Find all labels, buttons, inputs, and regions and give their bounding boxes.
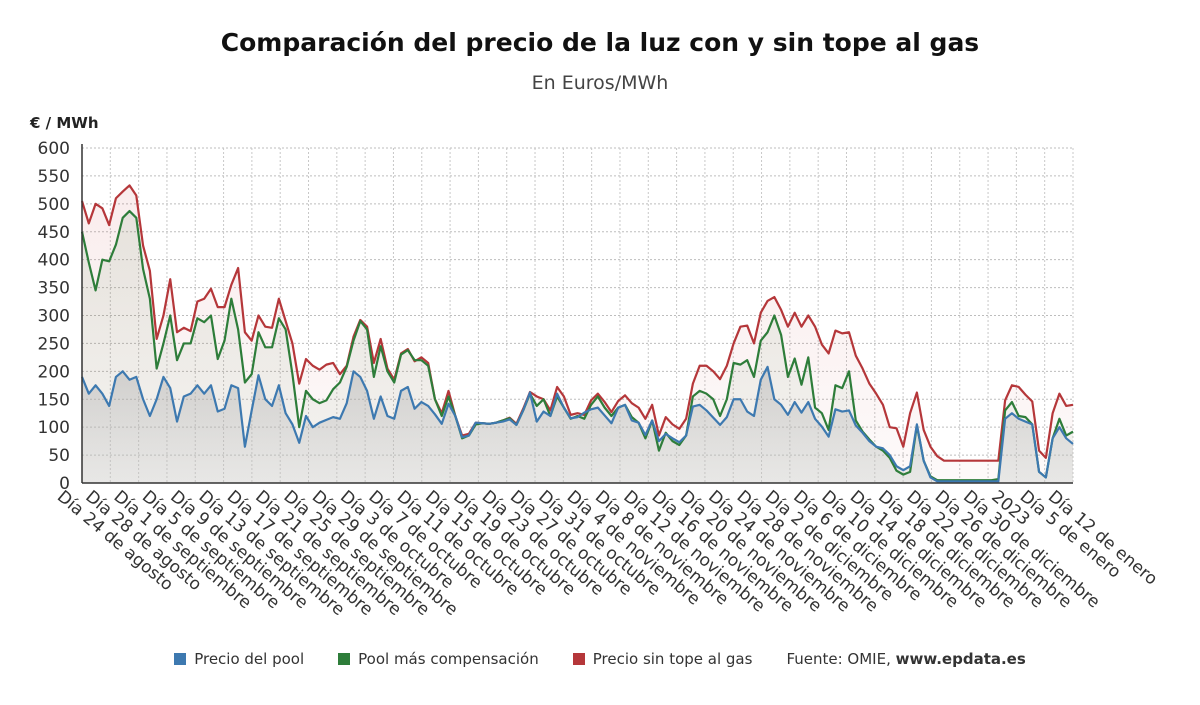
y-tick-labels: 0 50 100 150 200 250 300 350 400 450 500 550 600 xyxy=(38,139,70,494)
chart-subtitle: En Euros/MWh xyxy=(531,72,669,94)
y-tick-label: 600 xyxy=(38,139,70,159)
axes xyxy=(81,144,1073,484)
y-tick-label: 100 xyxy=(38,418,70,438)
y-tick-label: 400 xyxy=(38,251,70,271)
y-tick-label: 300 xyxy=(38,307,70,327)
legend-swatch-compensacion xyxy=(338,653,351,665)
y-tick-label: 200 xyxy=(38,362,70,382)
y-tick-label: 350 xyxy=(38,279,70,299)
legend-label-sin-tope: Precio sin tope al gas xyxy=(592,650,753,668)
y-axis-label: € / MWh xyxy=(29,114,99,132)
series-lines xyxy=(80,184,1074,483)
y-tick-label: 0 xyxy=(59,474,70,494)
series-areas xyxy=(82,185,1073,483)
y-tick-label: 500 xyxy=(38,195,70,215)
area-pool xyxy=(82,366,1073,483)
series-line-pool xyxy=(80,365,1074,483)
legend: Precio del pool Pool más compensación Pr… xyxy=(0,650,1200,668)
legend-label-pool: Precio del pool xyxy=(194,650,305,668)
y-tick-label: 250 xyxy=(38,334,70,354)
legend-item-pool[interactable]: Precio del pool xyxy=(174,650,304,668)
area-compensacion xyxy=(82,211,1073,483)
y-tick-label: 150 xyxy=(38,390,70,410)
y-tick-label: 450 xyxy=(38,223,70,243)
legend-label-compensacion: Pool más compensación xyxy=(358,650,539,668)
y-tick-label: 50 xyxy=(48,446,70,466)
legend-item-sin-tope[interactable]: Precio sin tope al gas xyxy=(572,650,753,668)
y-tick-label: 550 xyxy=(38,167,70,187)
legend-swatch-pool xyxy=(174,653,187,665)
legend-swatch-sin-tope xyxy=(572,653,585,665)
legend-item-compensacion[interactable]: Pool más compensación xyxy=(338,650,539,668)
source-note: Fuente: OMIE, www.epdata.es xyxy=(786,650,1025,668)
chart-title: Comparación del precio de la luz con y s… xyxy=(220,28,980,57)
source-link[interactable]: www.epdata.es xyxy=(895,650,1026,668)
source-label: Fuente: OMIE, xyxy=(786,650,896,668)
series-line-sin_tope xyxy=(80,184,1074,462)
